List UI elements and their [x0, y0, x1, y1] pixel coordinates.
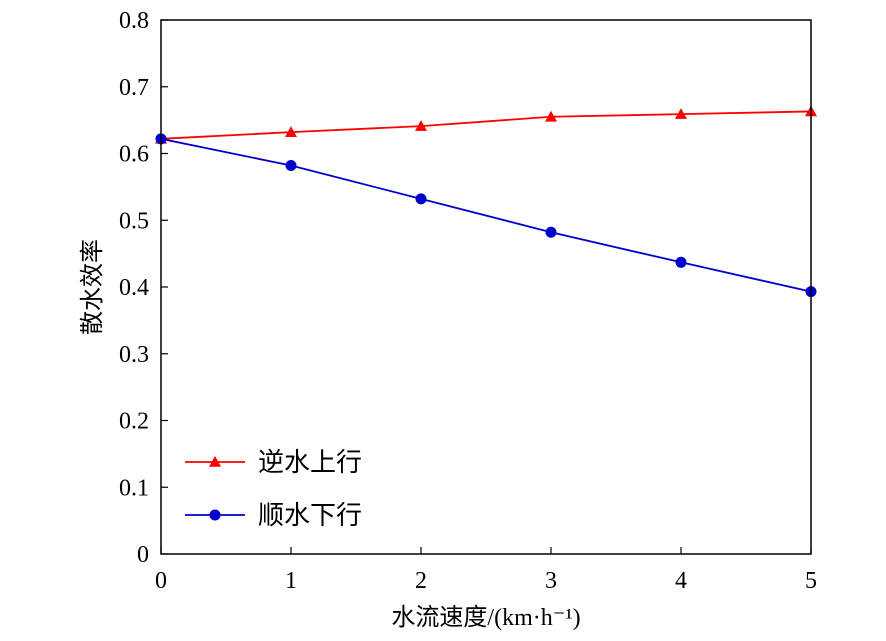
x-tick-label: 4: [675, 568, 687, 594]
x-tick-label: 1: [285, 568, 297, 594]
legend-item: 顺水下行: [185, 501, 362, 530]
ticks-layer: 0 1 2 3 4 5 0 0.1 0.2 0.3 0.4 0.5 0.6 0.7 0.8: [119, 8, 817, 594]
x-tick-label: 2: [415, 568, 427, 594]
y-tick-label: 0: [137, 542, 149, 568]
x-tick-label: 5: [805, 568, 817, 594]
data-point: [285, 160, 297, 172]
data-point: [285, 126, 297, 137]
x-tick-label: 3: [545, 568, 557, 594]
legend-marker: [209, 456, 221, 467]
y-tick-label: 0.7: [119, 75, 149, 101]
series-1: [155, 105, 817, 144]
y-axis-label: 散水效率: [79, 239, 106, 335]
legend-item: 逆水上行: [185, 448, 362, 477]
data-point: [675, 108, 687, 119]
y-tick-label: 0.5: [119, 208, 149, 234]
data-point: [415, 120, 427, 131]
y-tick-label: 0.1: [119, 475, 149, 501]
data-point: [675, 256, 687, 268]
series-line: [160, 137, 812, 293]
series-layer: [155, 105, 817, 298]
legend-label: 逆水上行: [258, 448, 362, 477]
legend-marker: [209, 509, 221, 521]
y-tick-label: 0.8: [119, 8, 149, 34]
x-axis-label: 水流速度/(km·h⁻¹): [391, 604, 580, 631]
y-tick-label: 0.6: [119, 142, 149, 168]
x-tick-label: 0: [155, 568, 167, 594]
y-tick-label: 0.4: [119, 275, 149, 301]
data-point: [545, 226, 557, 238]
legend-label: 顺水下行: [258, 501, 362, 530]
series-line: [160, 110, 812, 140]
series-2: [155, 133, 817, 298]
y-tick-label: 0.2: [119, 409, 149, 435]
data-point: [545, 110, 557, 122]
data-point: [415, 193, 427, 205]
y-tick-label: 0.3: [119, 342, 149, 368]
